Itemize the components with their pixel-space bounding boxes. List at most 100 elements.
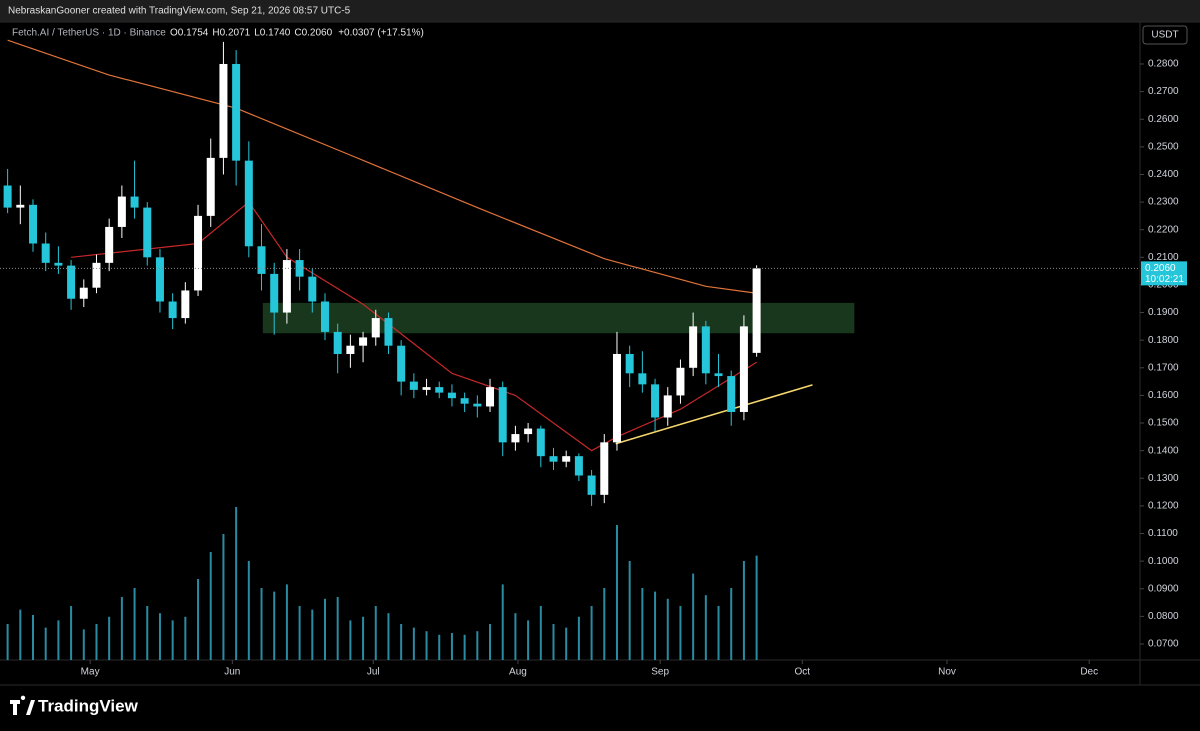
volume-bar [539,606,542,660]
candle-body [612,353,621,443]
volume-bar [311,609,314,660]
candle-body [168,301,177,319]
x-tick-label: May [81,667,100,678]
last-price: 0.2060 [1145,263,1176,274]
volume-bar [730,588,733,660]
volume-bar [489,624,492,660]
candle-body [371,318,380,338]
volume-bar [501,584,504,660]
volume-bar [95,624,98,660]
legend-key: H [212,28,219,39]
y-tick-label: 0.1300 [1148,473,1179,484]
y-tick-label: 0.2800 [1148,59,1179,70]
volume-bar [235,507,238,660]
y-tick-label: 0.2500 [1148,141,1179,152]
volume-bar [32,615,35,660]
candle-body [194,215,203,291]
candle-body [676,367,685,396]
volume-bar [298,606,301,660]
candle-body [473,403,482,407]
candle-body [714,373,723,377]
volume-bar [641,588,644,660]
volume-bar [323,598,326,660]
x-tick-label: Nov [938,667,956,678]
volume-bar [133,588,136,660]
y-tick-label: 0.0700 [1148,639,1179,650]
x-tick-label: Aug [509,667,527,678]
volume-bar [120,597,123,660]
trendline [615,384,813,445]
candle-body [117,196,126,227]
candle-body [739,326,748,412]
volume-bar [197,579,200,660]
price-badge [1141,261,1187,286]
candle-body [282,260,291,313]
y-tick-label: 0.2200 [1148,224,1179,235]
y-tick-label: 0.0900 [1148,583,1179,594]
y-tick-label: 0.2100 [1148,252,1179,263]
candle-body [701,326,710,374]
volume-bar [285,584,288,660]
volume-bar [577,616,580,660]
candle-body [206,157,215,216]
candle-body [600,442,609,495]
volume-bar [260,588,263,660]
volume-bar [171,620,174,660]
candle-body [663,395,672,418]
volume-bar [666,598,669,660]
volume-bar [387,613,390,660]
volume-bar [527,620,530,660]
volume-bar [108,616,111,660]
y-tick-label: 0.2700 [1148,86,1179,97]
candle-body [29,204,38,244]
volume-bar [374,606,377,660]
candle-body [536,428,545,457]
x-tick-label: Jul [367,667,380,678]
volume-bar [349,620,352,660]
candle-body [727,376,736,412]
candle-body [67,265,76,299]
y-tick-label: 0.0800 [1148,611,1179,622]
candle-body [562,456,571,462]
volume-bar [184,616,187,660]
header: NebraskanGooner created with TradingView… [8,6,351,17]
candle-body [219,63,228,158]
legend-value: 0.1754 [178,28,209,39]
volume-bar [19,609,22,660]
volume-bar [425,631,428,660]
volume-bar [247,561,250,660]
x-tick-label: Oct [795,667,811,678]
volume-bar [692,573,695,660]
candle-body [232,63,241,161]
legend-value: 0.2060 [302,28,333,39]
y-tick-label: 0.1800 [1148,335,1179,346]
candle-body [143,207,152,258]
candle-body [54,262,63,266]
volume-bar [44,627,47,660]
y-tick-label: 0.1900 [1148,307,1179,318]
candle-body [638,373,647,385]
volume-bar [476,631,479,660]
candle-body [16,204,25,208]
candle-body [41,243,50,263]
candle-body [511,434,520,443]
candle-body [270,273,279,313]
y-tick-label: 0.2400 [1148,169,1179,180]
resistance-zone [262,302,855,334]
y-tick-label: 0.1200 [1148,501,1179,512]
volume-bar [755,555,758,660]
ma-fast [71,201,757,452]
y-tick-label: 0.1100 [1148,528,1178,539]
volume-bar [463,634,466,660]
y-tick-label: 0.1000 [1148,556,1179,567]
candle-body [105,226,114,263]
volume-bar [654,591,657,660]
volume-bar [603,588,606,660]
volume-bar [70,606,73,660]
volume-bar [336,597,339,660]
symbol: Fetch.AI / TetherUS · 1D · Binance [12,28,166,39]
volume-bar [209,552,212,660]
candle-body [549,456,558,462]
candle-body [320,301,329,332]
volume-bar [158,613,161,660]
